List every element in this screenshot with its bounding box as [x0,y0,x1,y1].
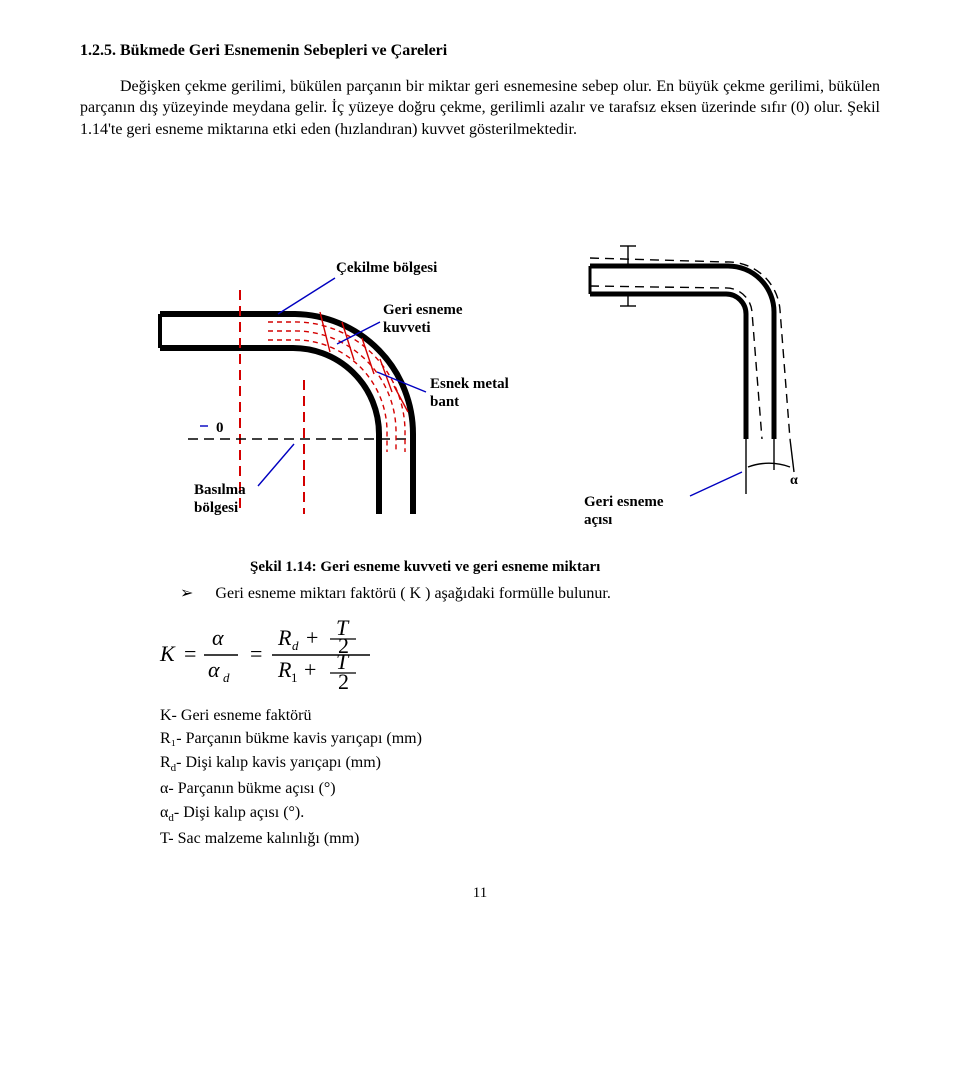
figure-caption-text: Şekil 1.14: Geri esneme kuvveti ve geri … [250,559,600,575]
svg-text:K: K [159,641,176,666]
figure-1-14: Çekilme bölgesi Geri esneme kuvveti Esne… [80,154,880,551]
diagram-svg: Çekilme bölgesi Geri esneme kuvveti Esne… [130,154,830,544]
svg-text:+: + [304,657,316,682]
label-esnek-1: Esnek metal [430,376,509,392]
bullet-arrow-icon: ➢ [180,583,193,605]
section-heading: 1.2.5. Bükmede Geri Esnemenin Sebepleri … [80,40,880,62]
page-number: 11 [80,883,880,903]
def-row: Rd- Dişi kalıp kavis yarıçapı (mm) [160,752,880,776]
label-cekilme: Çekilme bölgesi [336,260,437,276]
svg-text:R: R [277,657,292,682]
label-geri-kuvvet-1: Geri esneme [383,302,463,318]
figure-caption: Şekil 1.14: Geri esneme kuvveti ve geri … [250,557,880,577]
formula-k: K = α α d = R d + T 2 R 1 + T 2 [160,619,880,687]
svg-text:d: d [292,638,299,653]
svg-text:1: 1 [291,670,298,685]
svg-text:=: = [250,641,262,666]
svg-text:R: R [277,625,292,650]
bullet-text: Geri esneme miktarı faktörü ( K ) aşağıd… [215,585,610,602]
def-row: K- Geri esneme faktörü [160,705,880,727]
label-alpha: α [790,473,798,488]
label-basilma-2: bölgesi [194,500,238,516]
def-row: α- Parçanın bükme açısı (°) [160,778,880,800]
paragraph-1: Değişken çekme gerilimi, bükülen parçanı… [80,76,880,141]
svg-text:d: d [223,670,230,685]
def-row: αd- Dişi kalıp açısı (°). [160,802,880,826]
label-geri-aci-1: Geri esneme [584,494,664,510]
bullet-line: ➢ Geri esneme miktarı faktörü ( K ) aşağ… [180,583,880,605]
label-geri-kuvvet-2: kuvveti [383,320,431,336]
def-row: R₁- Parçanın bükme kavis yarıçapı (mm) [160,728,880,750]
svg-text:α: α [208,657,220,682]
label-esnek-2: bant [430,394,459,410]
svg-text:2: 2 [338,669,349,694]
label-geri-aci-2: açısı [584,512,612,528]
def-row: T- Sac malzeme kalınlığı (mm) [160,828,880,850]
svg-text:+: + [306,625,318,650]
label-basilma-1: Basılma [194,482,246,498]
svg-text:α: α [212,625,224,650]
definitions: K- Geri esneme faktörü R₁- Parçanın bükm… [160,705,880,849]
svg-text:=: = [184,641,196,666]
label-o: 0 [216,420,224,436]
